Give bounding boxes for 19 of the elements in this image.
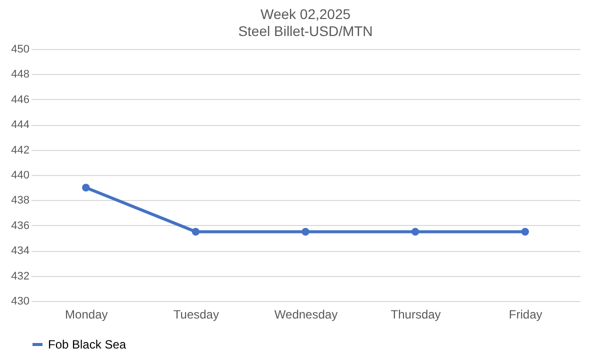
chart-subtitle: Steel Billet-USD/MTN [238, 23, 373, 39]
y-tick-label: 438 [11, 194, 30, 207]
chart-title: Week 02,2025 [260, 6, 351, 22]
y-tick-label: 446 [11, 94, 30, 106]
y-tick-label: 448 [11, 68, 30, 81]
y-tick-label: 450 [11, 44, 30, 56]
y-tick-label: 432 [11, 270, 30, 282]
x-tick-label: Friday [508, 308, 542, 322]
y-tick-label: 436 [11, 220, 30, 232]
y-tick-label: 444 [11, 119, 30, 132]
y-tick-label: 442 [11, 144, 30, 156]
x-tick-label: Thursday [390, 308, 441, 322]
x-tick-label: Wednesday [274, 308, 338, 322]
y-tick-label: 430 [11, 296, 30, 308]
x-tick-label: Monday [65, 308, 108, 322]
x-tick-label: Tuesday [173, 308, 219, 322]
y-tick-label: 440 [11, 170, 30, 182]
legend-label: Fob Black Sea [48, 338, 126, 352]
y-tick-label: 434 [11, 245, 30, 258]
